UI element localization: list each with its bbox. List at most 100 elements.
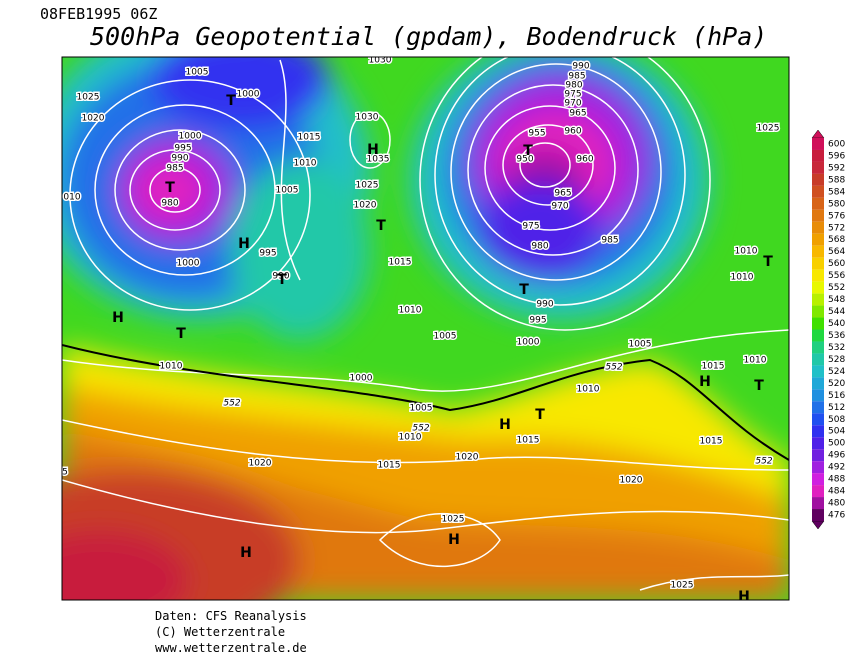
isobar-label: 1020: [249, 459, 272, 469]
isobar-label: 975: [522, 222, 539, 232]
colorbar-label: 588: [828, 175, 845, 185]
pressure-center: H: [738, 589, 750, 605]
colorbar-label: 600: [828, 139, 845, 149]
colorbar-label: 524: [828, 367, 845, 377]
colorbar-swatch: [812, 509, 824, 521]
pressure-center: H: [238, 236, 250, 252]
colorbar-label: 520: [828, 379, 845, 389]
pressure-center: T: [523, 143, 533, 159]
date: 08FEB1995 06Z: [40, 5, 157, 23]
isobar-label: 1010: [294, 159, 317, 169]
isobar-label: 1005: [186, 68, 209, 78]
colorbar-label: 492: [828, 463, 845, 473]
isobar-label: 1015: [517, 436, 540, 446]
footer-line: (C) Wetterzentrale: [155, 625, 285, 639]
isobar-label: 1025: [671, 581, 694, 591]
contour-552: [62, 344, 789, 461]
isobar-label: 970: [564, 99, 581, 109]
isobar-label: 1000: [350, 374, 373, 384]
pressure-center: T: [176, 326, 186, 342]
colorbar-label: 480: [828, 499, 845, 509]
pressure-center: H: [448, 532, 460, 548]
colorbar-swatch: [812, 209, 824, 222]
map-field: 1005100010251020100099599098598001010009…: [62, 57, 789, 605]
colorbar-label: 572: [828, 223, 845, 233]
pressure-center: H: [240, 545, 252, 561]
colorbar-swatch: [812, 138, 824, 150]
pressure-center: H: [699, 374, 711, 390]
isobar-label: 1015: [702, 362, 725, 372]
isobar-label: 990: [572, 62, 589, 72]
colorbar-swatch: [812, 149, 824, 162]
colorbar-swatch: [812, 197, 824, 210]
colorbar-swatch: [812, 281, 824, 294]
isobar-label: 990: [171, 154, 188, 164]
title: 500hPa Geopotential (gpdam), Bodendruck …: [90, 22, 767, 51]
pressure-center: H: [499, 417, 511, 433]
pressure-center: T: [277, 272, 287, 288]
colorbar-swatch: [812, 341, 824, 354]
colorbar-swatch: [812, 173, 824, 186]
colorbar-swatch: [812, 413, 824, 426]
isobar-label: 995: [529, 316, 546, 326]
isobar-label: 1005: [434, 332, 457, 342]
isobar-label: 1025: [442, 515, 465, 525]
isobar-label: 1000: [237, 90, 260, 100]
colorbar-label: 516: [828, 391, 845, 401]
colorbar-swatch: [812, 473, 824, 486]
isobar-label: 1000: [179, 132, 202, 142]
colorbar-label: 568: [828, 235, 845, 245]
thickness-label: 552: [605, 363, 622, 373]
colorbar-label: 504: [828, 427, 845, 437]
pressure-center: T: [376, 218, 386, 234]
pressure-center: H: [112, 310, 124, 326]
colorbar-swatch: [812, 389, 824, 402]
colorbar-label: 548: [828, 295, 845, 305]
colorbar-swatch: [812, 293, 824, 306]
colorbar-swatch: [812, 461, 824, 474]
isobar-label: 980: [565, 81, 582, 91]
isobar-label: 975: [564, 90, 581, 100]
colorbar-swatch: [812, 425, 824, 438]
map-frame: [61, 56, 790, 601]
isobar-label: 1035: [367, 155, 390, 165]
colorbar-label: 476: [828, 511, 845, 521]
isobar-label: 1025: [356, 181, 379, 191]
colorbar-label: 580: [828, 199, 845, 209]
isobar-label: 1005: [410, 404, 433, 414]
isobar-label: 960: [576, 155, 593, 165]
isobar-label: 5: [62, 468, 68, 478]
colorbar-label: 544: [828, 307, 845, 317]
colorbar-label: 488: [828, 475, 845, 485]
isobar-label: 955: [528, 129, 545, 139]
isobar-label: 010: [63, 193, 80, 203]
pressure-center: T: [754, 378, 764, 394]
isobar-label: 1015: [700, 437, 723, 447]
pressure-center: T: [226, 93, 236, 109]
isobar-label: 1000: [517, 338, 540, 348]
colorbar-tip: [811, 520, 825, 530]
colorbar-label: 540: [828, 319, 845, 329]
colorbar-label: 584: [828, 187, 845, 197]
colorbar-label: 496: [828, 451, 845, 461]
colorbar-swatch: [812, 245, 824, 258]
colorbar-swatch: [812, 269, 824, 282]
colorbar-tip: [811, 129, 825, 139]
colorbar-swatch: [812, 221, 824, 234]
isobar-label: 1025: [757, 124, 780, 134]
colorbar-label: 500: [828, 439, 845, 449]
colorbar-label: 508: [828, 415, 845, 425]
colorbar-label: 484: [828, 487, 845, 497]
colorbar-label: 560: [828, 259, 845, 269]
colorbar-swatch: [812, 257, 824, 270]
colorbar-swatch: [812, 437, 824, 450]
isobar-label: 1010: [731, 273, 754, 283]
colorbar-label: 552: [828, 283, 845, 293]
pressure-center: T: [519, 282, 529, 298]
isobar-label: 950: [516, 155, 533, 165]
colorbar-label: 596: [828, 151, 845, 161]
isobars: [62, 57, 789, 591]
isobar-label: 1005: [629, 340, 652, 350]
isobar-label: 995: [259, 249, 276, 259]
